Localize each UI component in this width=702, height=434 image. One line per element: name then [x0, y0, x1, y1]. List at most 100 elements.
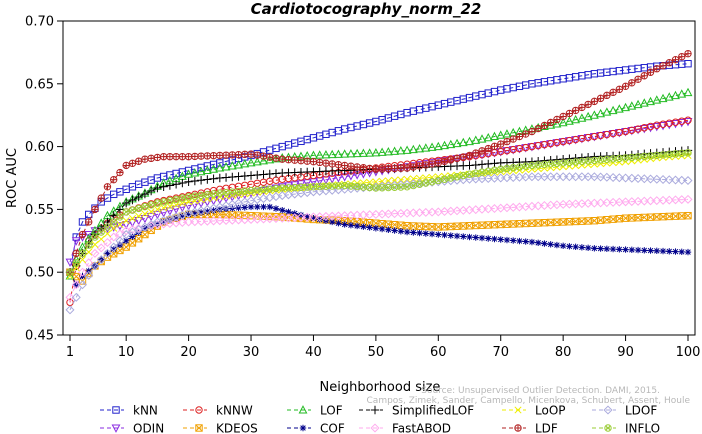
data-point-knn: [428, 102, 436, 111]
legend-marker-knn: [112, 406, 120, 414]
data-point-lof: [327, 149, 337, 159]
data-point-ldf: [528, 127, 536, 136]
data-point-odin: [152, 210, 162, 220]
data-point-ldf: [85, 218, 93, 226]
data-point-fastabod: [589, 198, 599, 208]
legend-label-loop: LoOP: [535, 404, 566, 418]
data-point-cof: [453, 232, 461, 240]
data-point-simplifiedlof: [146, 186, 156, 196]
data-point-ldf: [334, 160, 343, 169]
data-point-odin: [84, 231, 94, 240]
data-point-odin: [658, 121, 668, 131]
data-point-simplifiedlof: [134, 192, 143, 202]
data-point-cof: [410, 229, 417, 236]
data-point-fastabod: [71, 280, 81, 290]
legend-item-simplifiedlof: SimplifiedLOF: [359, 404, 474, 418]
data-point-lof: [440, 140, 449, 150]
data-point-odin: [664, 120, 674, 130]
data-point-knn: [272, 144, 280, 153]
data-point-fastabod: [421, 207, 431, 217]
data-point-cof: [659, 247, 667, 255]
data-point-loop: [671, 152, 680, 160]
data-point-ldf: [147, 154, 155, 163]
data-point-fastabod: [452, 206, 462, 216]
data-point-cof: [641, 247, 648, 254]
data-point-ldf: [259, 152, 268, 160]
data-point-inflo: [78, 249, 87, 258]
data-point-cof: [391, 227, 398, 234]
data-point-loop: [422, 174, 430, 182]
data-point-cof: [235, 204, 242, 212]
data-point-loop: [665, 153, 673, 161]
data-point-fastabod: [221, 215, 231, 225]
y-axis: 0.45 0.50 0.55 0.60 0.65 0.70: [25, 15, 63, 344]
data-point-fastabod: [539, 200, 549, 211]
data-point-ldf: [297, 156, 305, 165]
legend-item-ldf: LDF: [502, 422, 558, 434]
data-point-cof: [260, 203, 267, 211]
data-point-odin: [633, 126, 643, 135]
legend-item-kdeos: KDEOS: [183, 422, 258, 434]
data-point-fastabod: [383, 209, 393, 219]
data-point-lof: [252, 157, 262, 166]
data-point-lof: [415, 143, 425, 153]
legend-item-inflo: INFLO: [592, 422, 660, 434]
data-point-fastabod: [664, 195, 674, 205]
data-point-lof: [333, 149, 343, 158]
data-point-ldf: [571, 106, 580, 115]
data-point-ldf: [291, 156, 299, 164]
data-point-fastabod: [302, 212, 312, 222]
data-point-ldof: [77, 280, 87, 290]
data-point-cof: [297, 211, 305, 219]
data-point-ldf: [596, 94, 605, 103]
data-point-lof: [433, 141, 443, 151]
data-point-lof: [471, 135, 481, 144]
legend-item-ldof: LDOF: [592, 404, 657, 418]
data-point-cof: [316, 216, 323, 223]
data-point-cof: [210, 207, 217, 214]
x-tick-label: 100: [676, 345, 701, 360]
data-point-ldf: [434, 159, 443, 167]
data-point-ldf: [584, 100, 592, 109]
data-point-odin: [71, 237, 81, 246]
data-point-cof: [416, 229, 423, 237]
data-point-cof: [272, 205, 280, 212]
data-point-ldof: [71, 292, 81, 302]
data-point-kdeos: [422, 222, 430, 231]
data-point-ldf: [103, 183, 112, 191]
data-point-cof: [466, 233, 473, 241]
data-point-lof: [664, 92, 674, 101]
data-point-odin: [127, 218, 137, 228]
legend-item-lof: LOF: [287, 404, 343, 418]
data-point-knn: [403, 108, 411, 117]
data-point-loop: [659, 153, 667, 161]
data-point-ldof: [90, 261, 100, 271]
data-point-lof: [558, 117, 568, 127]
data-point-fastabod: [190, 217, 200, 227]
data-point-ldof: [652, 174, 662, 184]
data-point-cof: [104, 250, 111, 257]
y-tick-label: 0.65: [25, 77, 54, 92]
data-point-ldf: [540, 121, 549, 130]
data-point-ldf: [515, 132, 524, 141]
data-point-fastabod: [296, 212, 306, 222]
data-point-ldf: [397, 164, 405, 172]
data-point-ldf: [384, 165, 393, 173]
data-point-lof: [365, 148, 375, 157]
data-point-simplifiedlof: [215, 173, 225, 183]
data-point-loop: [85, 248, 93, 256]
data-point-odin: [140, 214, 150, 224]
data-point-knn: [334, 127, 343, 135]
data-point-loop: [416, 174, 424, 182]
data-point-cof: [403, 228, 411, 236]
data-point-ldf: [141, 155, 149, 163]
data-point-kdeos: [540, 219, 549, 227]
data-point-lof: [683, 87, 693, 97]
data-point-odin: [327, 175, 337, 184]
data-point-ldf: [272, 154, 280, 162]
data-point-ldf: [216, 151, 224, 160]
plot-area: [65, 49, 693, 315]
data-point-knn: [340, 125, 349, 133]
data-point-cof: [378, 225, 386, 233]
data-point-cof: [616, 246, 623, 253]
